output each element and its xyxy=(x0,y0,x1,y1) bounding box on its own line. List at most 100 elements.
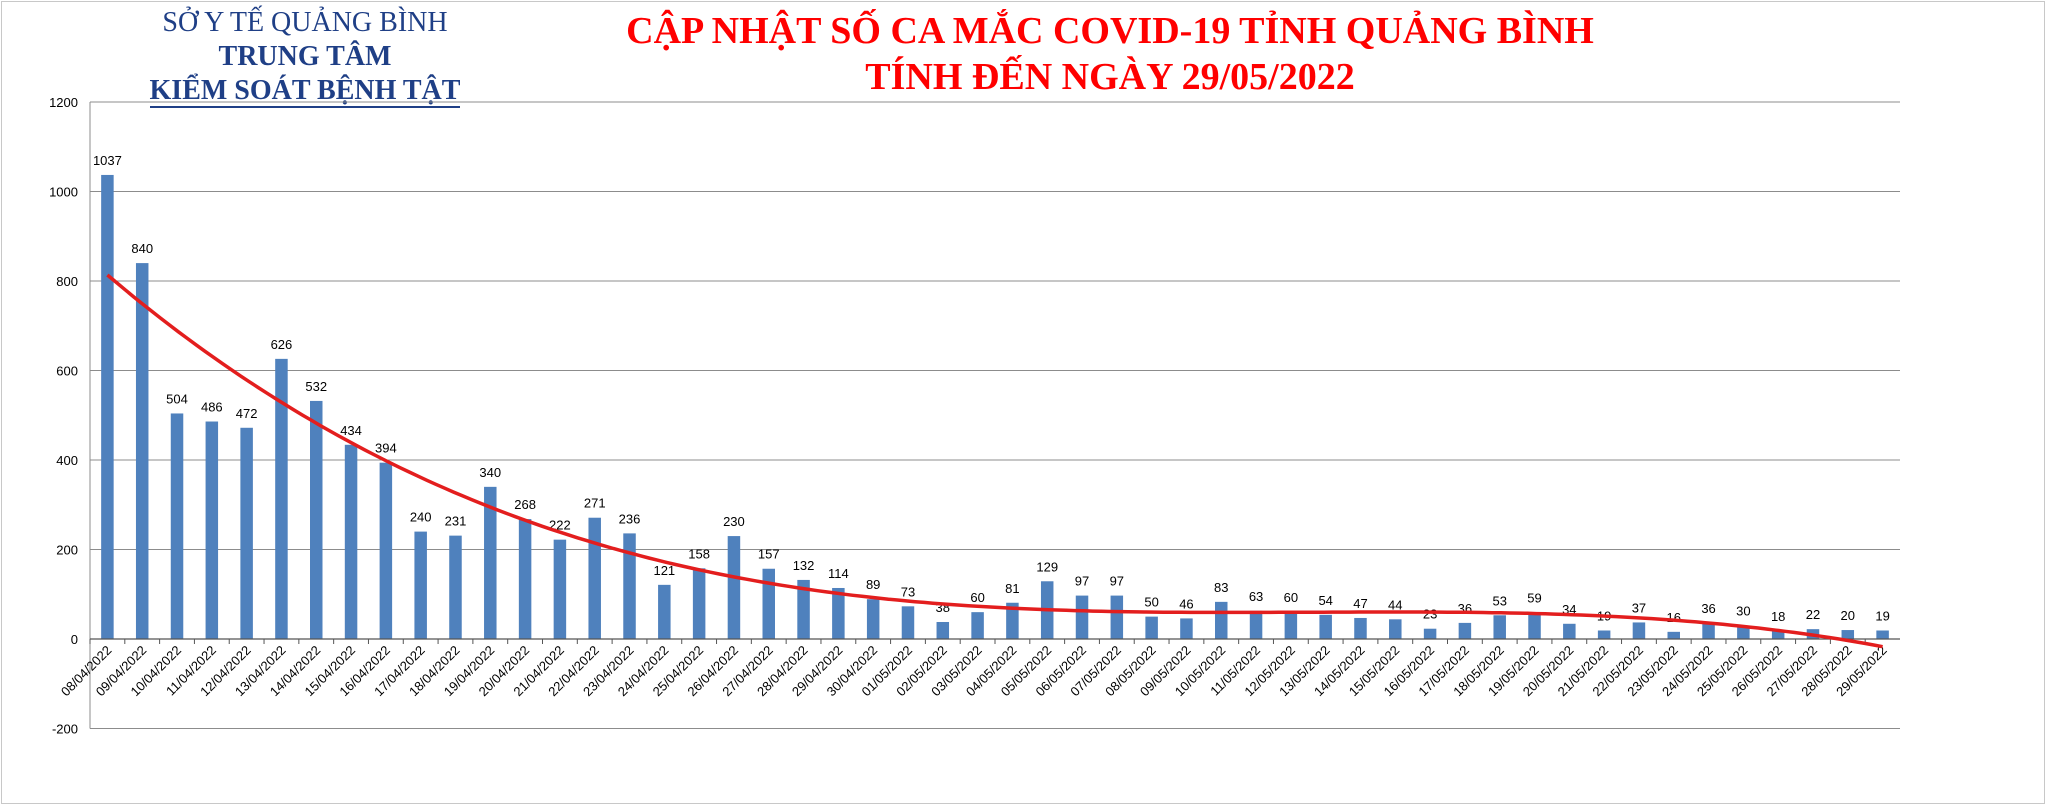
bar xyxy=(344,444,358,639)
bar xyxy=(1841,630,1855,639)
data-label: 81 xyxy=(1005,581,1019,596)
bar xyxy=(135,263,149,639)
data-label: 240 xyxy=(410,510,432,525)
data-label: 16 xyxy=(1667,610,1681,625)
bar xyxy=(623,533,636,639)
y-tick-label: 200 xyxy=(56,543,78,558)
data-label: 114 xyxy=(828,566,849,581)
data-label: 97 xyxy=(1110,574,1124,589)
trendline xyxy=(106,273,1883,649)
data-label: 268 xyxy=(514,497,536,512)
bar xyxy=(901,606,915,639)
bar xyxy=(1771,630,1785,639)
bar xyxy=(1493,615,1506,639)
data-labels: 1037 840 504 486 472 626 532 434 394 240 231 340 268… xyxy=(93,153,1890,625)
chart-title: CẬP NHẬT SỐ CA MẮC COVID-19 TỈNH QUẢNG B… xyxy=(560,8,1660,100)
y-tick-label: 1000 xyxy=(49,185,78,200)
data-label: 59 xyxy=(1527,591,1541,606)
data-label: 840 xyxy=(131,241,153,256)
data-label: 231 xyxy=(445,514,467,529)
bar xyxy=(1423,628,1437,639)
org-center: TRUNG TÂM xyxy=(218,41,392,72)
data-label: 394 xyxy=(375,441,397,456)
data-label: 158 xyxy=(688,546,710,561)
y-tick-label: -200 xyxy=(52,722,78,737)
bar xyxy=(1389,619,1402,639)
trendline-curve xyxy=(106,273,1883,649)
bar xyxy=(1180,618,1193,639)
data-label: 626 xyxy=(271,337,293,352)
bar xyxy=(866,599,880,639)
bar xyxy=(1319,614,1332,639)
bar xyxy=(553,539,567,639)
y-tick-label: 800 xyxy=(56,274,78,289)
bar xyxy=(971,612,984,639)
data-label: 121 xyxy=(653,563,675,578)
bar xyxy=(727,536,741,639)
data-label: 472 xyxy=(236,406,258,421)
org-center-name: KIỂM SOÁT BỆNH TẬT xyxy=(149,75,461,108)
bar xyxy=(1006,602,1019,639)
x-axis: 08/04/202209/04/202210/04/202211/04/2022… xyxy=(58,638,1900,699)
bar xyxy=(1075,595,1089,639)
bar xyxy=(1702,622,1715,639)
bar xyxy=(379,462,393,639)
org-department: SỞ Y TẾ QUẢNG BÌNH xyxy=(162,7,448,38)
bar xyxy=(936,621,950,639)
data-label: 60 xyxy=(1284,590,1298,605)
data-label: 132 xyxy=(793,558,815,573)
y-axis: -200 0 200 400 600 800 1000 1200 xyxy=(49,95,91,737)
bar xyxy=(414,531,427,639)
data-label: 340 xyxy=(479,465,501,480)
bar xyxy=(240,427,253,639)
data-label: 89 xyxy=(866,577,880,592)
bar xyxy=(1249,610,1263,639)
data-label: 129 xyxy=(1036,559,1058,574)
data-label: 22 xyxy=(1806,607,1820,622)
bar xyxy=(449,535,462,639)
bar xyxy=(692,568,706,639)
data-label: 486 xyxy=(201,400,223,415)
bar xyxy=(1458,622,1472,639)
data-label: 44 xyxy=(1388,597,1402,612)
bar xyxy=(1354,617,1367,639)
bar xyxy=(484,486,497,639)
bar xyxy=(1597,630,1611,639)
data-label: 83 xyxy=(1214,580,1228,595)
data-label: 18 xyxy=(1771,609,1785,624)
y-tick-label: 400 xyxy=(56,453,78,468)
data-label: 504 xyxy=(166,391,188,406)
gridlines xyxy=(90,101,1900,729)
bar xyxy=(310,400,323,639)
data-label: 97 xyxy=(1075,574,1089,589)
bar xyxy=(658,584,671,639)
bar xyxy=(1110,595,1124,639)
bar xyxy=(1528,612,1541,639)
bar xyxy=(205,421,219,639)
chart-title-line2: TÍNH ĐẾN NGÀY 29/05/2022 xyxy=(865,56,1355,98)
bar xyxy=(797,579,810,639)
data-label: 36 xyxy=(1701,601,1715,616)
bar xyxy=(1667,631,1680,639)
bar xyxy=(1876,630,1889,639)
chart-title-line1: CẬP NHẬT SỐ CA MẮC COVID-19 TỈNH QUẢNG B… xyxy=(626,10,1594,52)
bar xyxy=(1737,625,1750,639)
data-label: 1037 xyxy=(93,153,122,168)
bar xyxy=(1284,612,1298,639)
data-label: 157 xyxy=(758,547,780,562)
data-label: 63 xyxy=(1249,589,1263,604)
data-label: 30 xyxy=(1736,604,1750,619)
data-label: 37 xyxy=(1632,600,1646,615)
data-label: 53 xyxy=(1492,593,1506,608)
data-label: 54 xyxy=(1318,593,1332,608)
bar xyxy=(832,587,845,639)
y-tick-label: 600 xyxy=(56,364,78,379)
data-label: 50 xyxy=(1144,595,1158,610)
bar xyxy=(1632,622,1646,639)
data-label: 271 xyxy=(584,496,606,511)
data-label: 434 xyxy=(340,423,362,438)
y-tick-label: 1200 xyxy=(49,95,78,110)
bar xyxy=(275,358,288,639)
